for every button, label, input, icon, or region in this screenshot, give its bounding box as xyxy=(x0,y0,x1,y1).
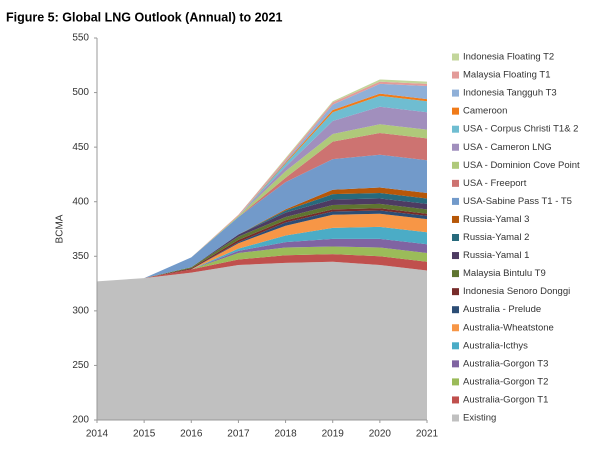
area xyxy=(97,254,427,282)
area xyxy=(97,238,427,282)
legend-swatch xyxy=(452,342,459,350)
area xyxy=(97,226,427,282)
legend-label: Australia - Prelude xyxy=(463,304,541,315)
y-tick-label: 350 xyxy=(72,251,89,262)
legend-swatch xyxy=(452,234,459,241)
legend-label: Australia-Gorgon T2 xyxy=(463,376,548,387)
legend-label: Russia-Yamal 1 xyxy=(463,250,529,261)
legend-swatch xyxy=(452,53,459,61)
legend-label: USA - Cameron LNG xyxy=(463,142,552,153)
chart-title: Figure 5: Global LNG Outlook (Annual) to… xyxy=(6,10,282,24)
legend-label: USA - Dominion Cove Point xyxy=(463,160,580,171)
y-tick-label: 200 xyxy=(72,415,89,426)
area xyxy=(97,261,427,420)
x-tick-label: 2019 xyxy=(322,429,345,440)
area xyxy=(97,213,427,282)
legend-swatch xyxy=(452,414,459,422)
legend-label: Existing xyxy=(463,413,496,424)
area xyxy=(97,106,427,282)
legend-label: Malaysia Bintulu T9 xyxy=(463,268,546,279)
legend-swatch xyxy=(452,270,459,278)
y-tick-label: 300 xyxy=(72,305,89,316)
y-tick-label: 500 xyxy=(72,87,89,98)
legend-swatch xyxy=(452,179,459,187)
y-tick-label: 400 xyxy=(72,196,89,207)
legend-swatch xyxy=(452,125,459,133)
legend-swatch xyxy=(452,252,459,260)
legend-swatch xyxy=(452,360,459,368)
legend-label: Russia-Yamal 3 xyxy=(463,214,529,225)
legend-label: USA-Sabine Pass T1 - T5 xyxy=(463,196,572,207)
legend-swatch xyxy=(452,378,459,386)
legend-label: USA - Freeport xyxy=(463,178,527,189)
legend-swatch xyxy=(452,89,459,97)
legend-label: Australia-Icthys xyxy=(463,340,528,351)
legend-swatch xyxy=(452,396,459,404)
x-tick-label: 2018 xyxy=(274,429,297,440)
area xyxy=(97,154,427,282)
legend-label: Australia-Wheatstone xyxy=(463,322,554,333)
legend-label: Australia-Gorgon T3 xyxy=(463,358,548,369)
y-tick-label: 550 xyxy=(72,33,89,44)
legend-label: USA - Corpus Christi T1& 2 xyxy=(463,124,578,135)
x-tick-label: 2014 xyxy=(86,429,109,440)
legend-label: Australia-Gorgon T1 xyxy=(463,394,548,405)
legend-label: Indonesia Tangguh T3 xyxy=(463,88,557,99)
legend-label: Indonesia Senoro Donggi xyxy=(463,286,570,297)
x-tick-label: 2016 xyxy=(180,429,203,440)
area xyxy=(97,246,427,282)
legend-swatch xyxy=(452,215,459,223)
legend-swatch xyxy=(452,143,459,151)
area xyxy=(97,132,427,282)
legend-swatch xyxy=(452,288,459,296)
x-tick-label: 2017 xyxy=(227,429,250,440)
legend-swatch xyxy=(452,161,459,169)
legend-label: Cameroon xyxy=(463,106,507,117)
legend-swatch xyxy=(452,197,459,205)
legend-swatch xyxy=(452,324,459,332)
legend-label: Indonesia Floating T2 xyxy=(463,52,554,63)
legend-label: Russia-Yamal 2 xyxy=(463,232,529,243)
y-tick-label: 250 xyxy=(72,360,89,371)
x-tick-label: 2020 xyxy=(369,429,392,440)
y-axis-label: BCMA xyxy=(55,214,66,243)
legend-label: Malaysia Floating T1 xyxy=(463,70,550,81)
legend-swatch xyxy=(452,71,459,79)
legend-swatch xyxy=(452,306,459,314)
x-tick-label: 2021 xyxy=(416,429,439,440)
legend-swatch xyxy=(452,107,459,115)
y-tick-label: 450 xyxy=(72,142,89,153)
x-tick-label: 2015 xyxy=(133,429,156,440)
